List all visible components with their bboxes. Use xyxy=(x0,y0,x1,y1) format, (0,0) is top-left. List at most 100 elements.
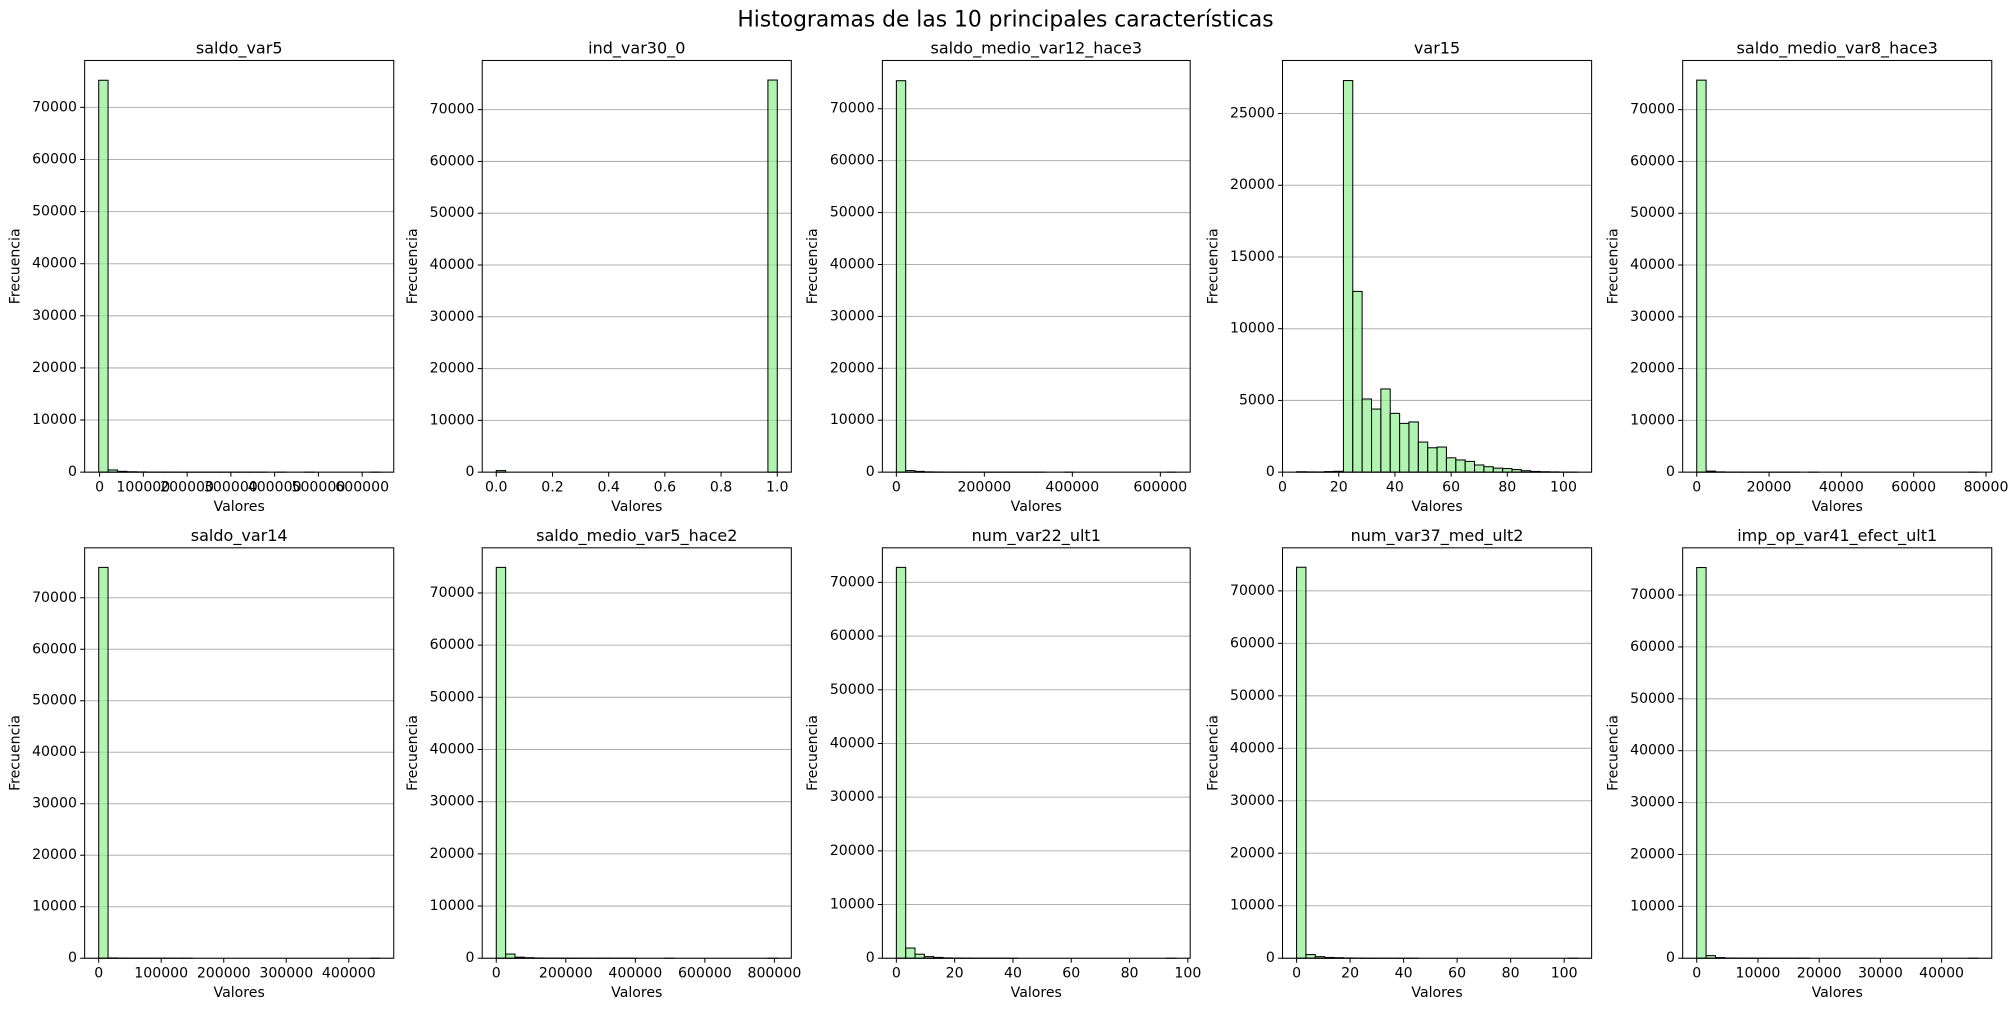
y-tick-label: 50000 xyxy=(1630,691,1675,707)
x-axis-label: Valores xyxy=(1411,499,1462,515)
bar xyxy=(1455,459,1466,473)
y-tick-label: 40000 xyxy=(1630,257,1675,273)
y-tick-label: 40000 xyxy=(1630,743,1675,759)
y-tick-label: 50000 xyxy=(32,204,77,220)
y-tick-label: 20000 xyxy=(1230,845,1275,861)
y-tick-label: 70000 xyxy=(32,590,77,606)
y-tick-label: 15000 xyxy=(1230,249,1275,265)
bar xyxy=(1380,388,1391,473)
y-tick-label: 40000 xyxy=(32,744,77,760)
x-tick-label: 200000 xyxy=(957,480,1011,496)
y-axis-label: Frecuencia xyxy=(7,715,23,791)
x-tick-label: 80 xyxy=(1121,966,1139,982)
x-axis-label: Valores xyxy=(1011,985,1062,1001)
axes-frame xyxy=(481,59,792,473)
x-tick-label: 0.2 xyxy=(541,480,563,496)
bar xyxy=(1389,412,1401,473)
y-tick-label: 60000 xyxy=(32,151,77,167)
y-tick-label: 30000 xyxy=(1630,795,1675,811)
x-tick-label: 1.0 xyxy=(766,480,788,496)
y-tick-label: 50000 xyxy=(430,205,475,221)
y-tick-label: 30000 xyxy=(32,308,77,324)
axes-frame xyxy=(1682,547,1993,959)
y-tick-label: 20000 xyxy=(1630,361,1675,377)
subplot: 0 10000 20000 30000 40000 50000 60000 70000 0 100… xyxy=(7,526,395,1001)
axes-frame xyxy=(1282,59,1593,473)
y-tick-label: 0 xyxy=(866,950,875,966)
subplot-title: saldo_medio_var12_hace3 xyxy=(931,38,1143,58)
x-tick-label: 60 xyxy=(1062,966,1080,982)
y-tick-label: 70000 xyxy=(1230,583,1275,599)
x-tick-label: 0 xyxy=(1278,480,1287,496)
x-tick-label: 20 xyxy=(1341,966,1359,982)
x-tick-label: 300000 xyxy=(259,966,313,982)
y-axis-label: Frecuencia xyxy=(1205,715,1221,791)
x-tick-label: 0 xyxy=(95,480,104,496)
x-tick-label: 0 xyxy=(492,966,501,982)
bar xyxy=(98,566,109,959)
y-tick-label: 70000 xyxy=(830,574,875,590)
y-tick-label: 10000 xyxy=(32,412,77,428)
bar xyxy=(1474,464,1485,473)
bar xyxy=(1399,422,1410,473)
x-tick-label: 40 xyxy=(1004,966,1022,982)
x-tick-label: 100 xyxy=(1550,480,1577,496)
bar xyxy=(505,953,516,959)
y-tick-label: 50000 xyxy=(1630,205,1675,221)
y-tick-label: 0 xyxy=(466,464,475,480)
bar xyxy=(1492,467,1504,473)
subplot: 0 10000 20000 30000 40000 50000 60000 70000 0 200… xyxy=(805,38,1191,515)
x-tick-label: 500000 xyxy=(292,480,346,496)
y-tick-label: 10000 xyxy=(1630,898,1675,914)
axes-frame xyxy=(881,547,1191,959)
x-axis-label: Valores xyxy=(214,499,265,515)
y-axis-label: Frecuencia xyxy=(805,228,821,304)
y-tick-label: 60000 xyxy=(1630,639,1675,655)
bar xyxy=(905,947,916,959)
y-tick-label: 20000 xyxy=(430,361,475,377)
y-tick-label: 40000 xyxy=(32,256,77,272)
y-tick-label: 60000 xyxy=(32,641,77,657)
x-tick-label: 400000 xyxy=(248,480,302,496)
y-tick-label: 10000 xyxy=(430,898,475,914)
bar xyxy=(1417,441,1429,473)
bar xyxy=(1342,80,1354,473)
bar xyxy=(1408,421,1419,473)
bar xyxy=(1305,954,1316,959)
x-tick-label: 100 xyxy=(1174,966,1201,982)
y-tick-label: 20000 xyxy=(32,847,77,863)
y-tick-label: 50000 xyxy=(430,689,475,705)
x-tick-label: 0 xyxy=(892,966,901,982)
y-axis-label: Frecuencia xyxy=(1205,228,1221,304)
x-tick-label: 80000 xyxy=(1964,480,2009,496)
axes-frame xyxy=(881,59,1191,473)
y-tick-label: 10000 xyxy=(1630,412,1675,428)
x-axis-label: Valores xyxy=(611,985,662,1001)
x-tick-label: 20000 xyxy=(1747,480,1792,496)
x-tick-label: 0.6 xyxy=(654,480,676,496)
x-axis-label: Valores xyxy=(214,985,265,1001)
y-tick-label: 10000 xyxy=(830,897,875,913)
x-tick-label: 20000 xyxy=(1797,966,1842,982)
x-tick-label: 600000 xyxy=(1133,480,1187,496)
axes-frame xyxy=(1682,59,1993,473)
x-tick-label: 0 xyxy=(1692,966,1701,982)
bar xyxy=(1696,567,1707,959)
subplot-title: saldo_medio_var8_hace3 xyxy=(1737,38,1938,58)
y-tick-label: 30000 xyxy=(830,789,875,805)
y-tick-label: 30000 xyxy=(1230,793,1275,809)
axes-frame xyxy=(84,547,395,959)
y-tick-label: 0 xyxy=(1666,950,1675,966)
x-tick-label: 600000 xyxy=(678,966,732,982)
y-tick-label: 60000 xyxy=(430,637,475,653)
subplot: 0 5000 10000 15000 20000 25000 0 20 40 60 80 100 var… xyxy=(1205,38,1593,515)
y-tick-label: 30000 xyxy=(830,308,875,324)
subplot: 0 10000 20000 30000 40000 50000 60000 70000 0 20 4… xyxy=(1205,526,1593,1001)
subplot: 0 10000 20000 30000 40000 50000 60000 70000 0 100… xyxy=(1605,526,1993,1001)
x-tick-label: 0.8 xyxy=(710,480,732,496)
y-tick-label: 40000 xyxy=(830,256,875,272)
x-axis-label: Valores xyxy=(1812,499,1863,515)
bar xyxy=(1464,460,1476,473)
